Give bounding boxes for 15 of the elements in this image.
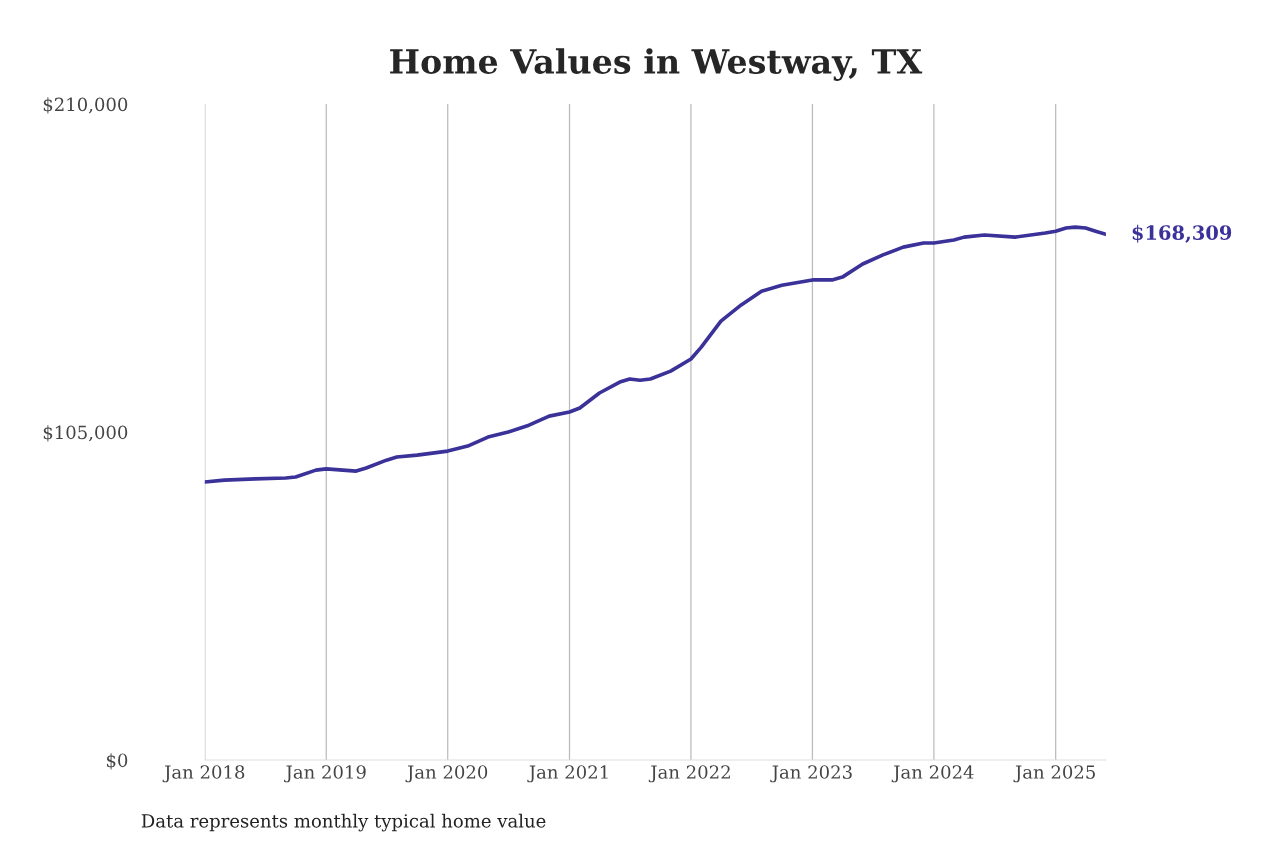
line-series [204, 225, 1106, 484]
x-tick-label: Jan 2020 [405, 765, 488, 783]
y-tick-label: $105,000 [43, 425, 128, 442]
y-tick-label: $210,000 [43, 97, 128, 114]
x-tick-label: Jan 2022 [648, 765, 730, 783]
chart-title: Home Values in Westway, TX [390, 48, 923, 81]
text: Data represents monthly typical home value [141, 813, 546, 832]
y-tick-label: $0 [106, 753, 128, 770]
annotation: $168,309 [1132, 224, 1232, 243]
x-tick-label: Jan 2019 [284, 765, 366, 783]
x-tick-label: Jan 2018 [162, 765, 245, 783]
x-tick-label: Jan 2025 [1013, 765, 1095, 783]
x-tick-label: Jan 2021 [527, 765, 608, 783]
x-tick-label: Jan 2023 [770, 765, 852, 783]
x-tick-label: Jan 2024 [891, 765, 974, 783]
